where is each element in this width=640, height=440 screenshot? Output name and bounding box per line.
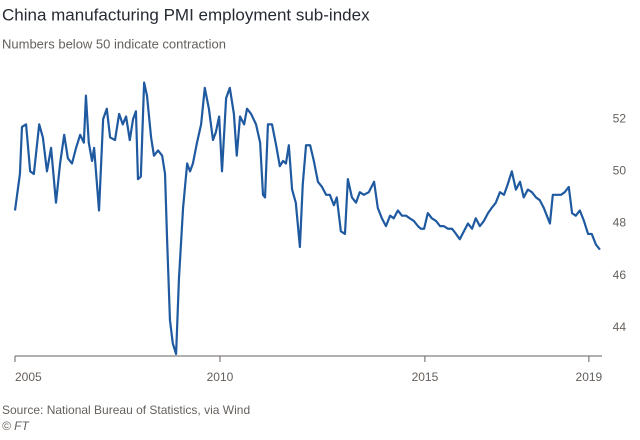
y-tick-label: 48 bbox=[613, 216, 627, 230]
data-line bbox=[13, 81, 601, 356]
credit: © FT bbox=[2, 419, 31, 433]
x-tick-label: 2010 bbox=[207, 370, 234, 384]
x-tick-label: 2005 bbox=[15, 370, 42, 384]
source: Source: National Bureau of Statistics, v… bbox=[2, 403, 250, 417]
x-tick-label: 2015 bbox=[412, 370, 439, 384]
x-tick-label: 2019 bbox=[576, 370, 603, 384]
y-tick-label: 46 bbox=[613, 268, 627, 282]
chart-subtitle: Numbers below 50 indicate contraction bbox=[2, 36, 226, 51]
y-tick-label: 44 bbox=[613, 320, 627, 334]
y-tick-label: 52 bbox=[613, 111, 627, 125]
chart-title: China manufacturing PMI employment sub-i… bbox=[2, 5, 370, 24]
y-tick-label: 50 bbox=[613, 164, 627, 178]
